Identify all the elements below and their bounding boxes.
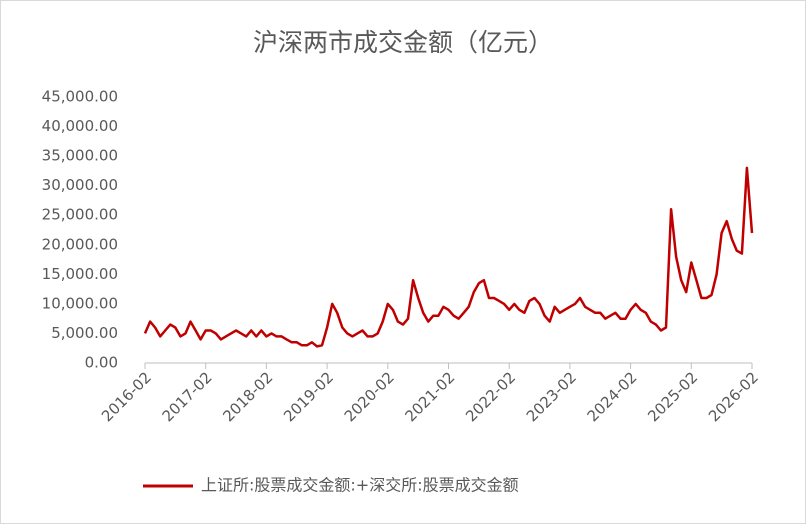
line-series bbox=[143, 166, 754, 348]
chart-title: 沪深两市成交金额（亿元） bbox=[253, 28, 553, 57]
y-tick-label: 45,000.00 bbox=[42, 88, 118, 106]
y-tick-label: 40,000.00 bbox=[42, 117, 118, 135]
y-tick-label: 0.00 bbox=[85, 354, 118, 372]
y-tick-label: 25,000.00 bbox=[42, 206, 118, 224]
y-tick-label: 30,000.00 bbox=[42, 176, 118, 194]
y-tick-label: 35,000.00 bbox=[42, 147, 118, 165]
y-tick-label: 15,000.00 bbox=[42, 265, 118, 283]
y-tick-label: 20,000.00 bbox=[42, 235, 118, 253]
legend-label: 上证所:股票成交金额:+深交所:股票成交金额 bbox=[201, 476, 519, 495]
y-tick-label: 5,000.00 bbox=[51, 324, 118, 342]
y-tick-label: 10,000.00 bbox=[42, 294, 118, 312]
